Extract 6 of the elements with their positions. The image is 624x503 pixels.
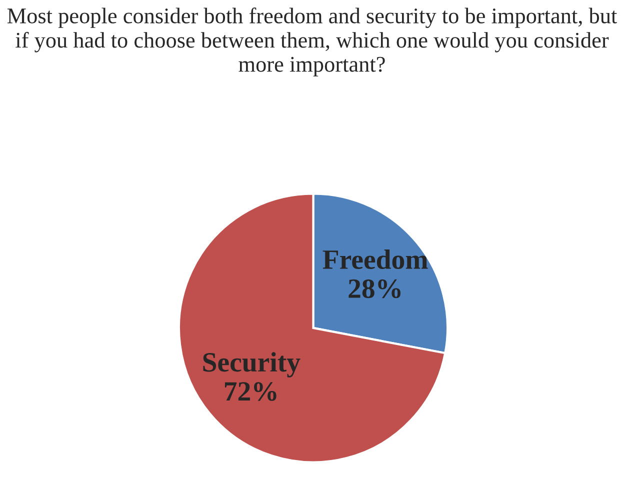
data-label: 72%: [224, 382, 276, 401]
data-label: 28%: [348, 279, 401, 298]
slice-label: Security: [203, 352, 300, 378]
pie-slice: [178, 192, 446, 464]
chart-title: Most people consider both freedom and security to be important, but if you had to choose between them, which one would you consider more important?: [7, 8, 618, 76]
slice-label: Freedom: [322, 249, 428, 270]
